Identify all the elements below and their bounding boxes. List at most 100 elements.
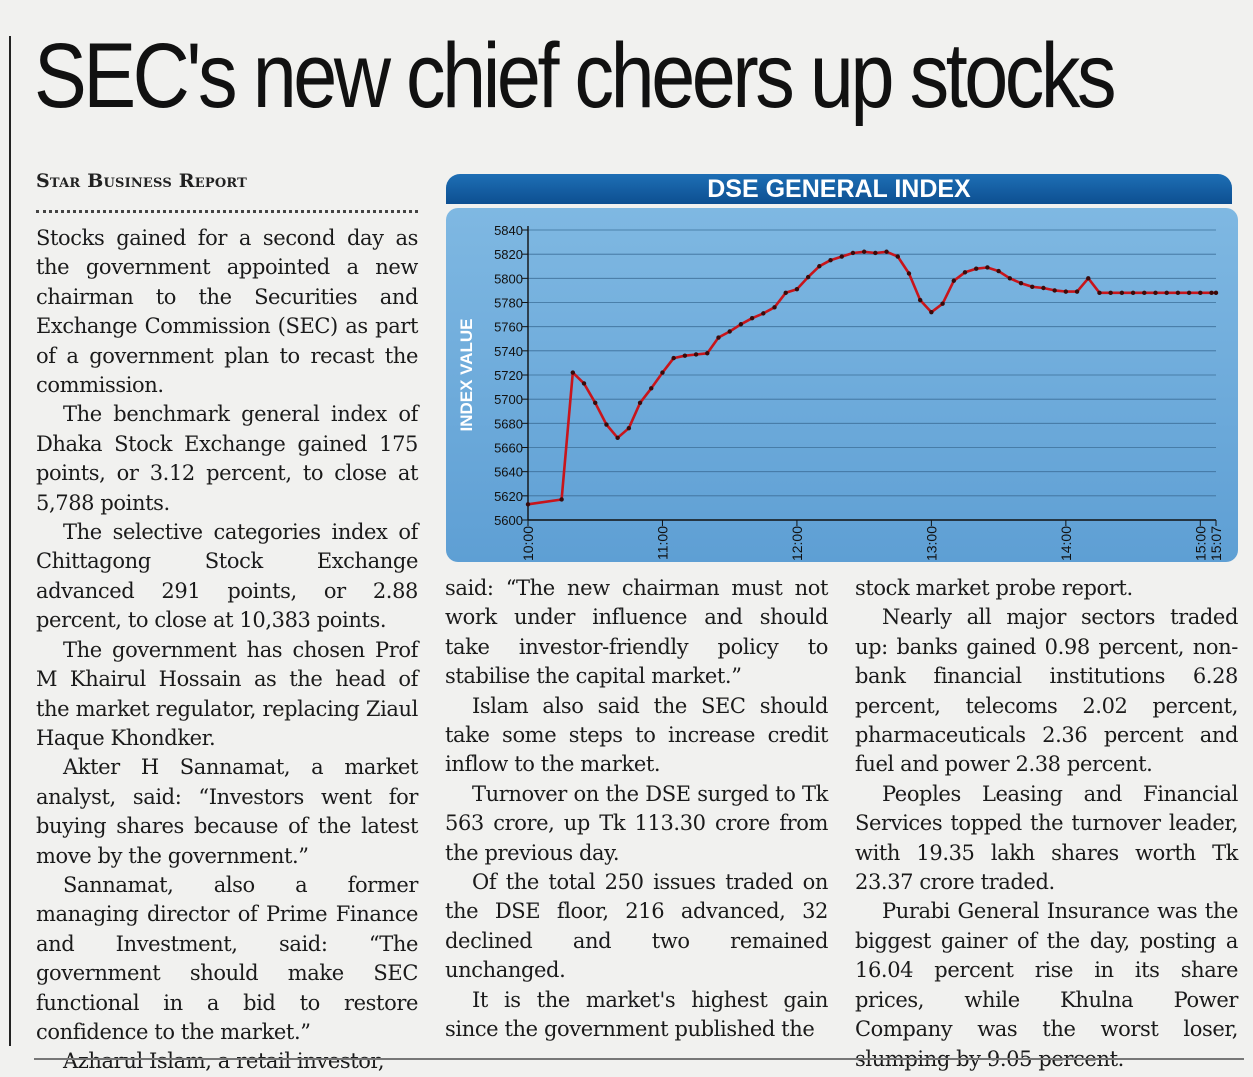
data-point [895, 254, 900, 259]
data-point [626, 425, 632, 431]
data-point [794, 287, 800, 292]
data-point [649, 386, 654, 391]
paragraph: The selective categories index of Chitta… [36, 520, 418, 633]
y-tick-label: 5600 [494, 513, 523, 528]
series-line [527, 250, 1216, 506]
y-tick-label: 5700 [494, 392, 523, 407]
byline-dotted-rule [36, 210, 418, 213]
paragraph: Peoples Leasing and Financial Services t… [855, 781, 1238, 895]
article-column-1: Stocks gained for a second day as the go… [36, 224, 418, 1077]
y-tick-label: 5740 [494, 344, 523, 359]
x-tick-label: 10:00 [520, 526, 536, 561]
data-point [671, 355, 676, 361]
data-point [974, 266, 979, 271]
data-point [1052, 288, 1057, 293]
data-point [1186, 290, 1192, 296]
data-point [1074, 289, 1080, 294]
data-point [996, 268, 1001, 274]
paragraph: stock market probe report. [855, 576, 1133, 600]
headline: SEC's new chief cheers up stocks [34, 25, 1117, 127]
data-point [593, 400, 598, 405]
y-tick-label: 5800 [494, 271, 523, 286]
x-tick-label: 11:00 [654, 526, 670, 560]
data-point [1213, 290, 1219, 296]
article-column-2: said: “The new chairman must not work un… [445, 574, 828, 1045]
data-point [637, 400, 643, 405]
data-point [884, 249, 889, 254]
data-point [1153, 290, 1158, 296]
paragraph: Nearly all major sectors traded up: bank… [855, 605, 1238, 777]
data-point [682, 353, 688, 358]
y-tick-label: 5840 [494, 223, 523, 238]
data-point [559, 497, 564, 502]
y-tick-label: 5720 [494, 368, 523, 383]
data-point [581, 381, 587, 386]
data-point [738, 322, 744, 327]
data-point [861, 249, 867, 254]
data-point [570, 370, 576, 375]
paragraph: Sannamat, also a former managing directo… [36, 872, 418, 1044]
data-point [772, 305, 777, 310]
chart-title: DSE GENERAL INDEX [446, 174, 1232, 204]
data-point [1063, 289, 1069, 294]
data-point [929, 309, 934, 315]
x-tick-label: 14:00 [1058, 526, 1074, 561]
data-point [660, 370, 665, 375]
paragraph: Akter H Sannamat, a market analyst, said… [36, 755, 418, 868]
bottom-rule [34, 1058, 1244, 1060]
paragraph: Turnover on the DSE surged to Tk 563 cro… [445, 781, 828, 865]
data-point [1041, 285, 1046, 291]
data-point [1130, 290, 1136, 296]
data-point [1209, 290, 1214, 296]
data-point [525, 502, 531, 507]
left-column-rule [9, 36, 11, 1046]
data-point [783, 290, 788, 296]
data-point [1175, 290, 1181, 296]
paragraph: It is the market's highest gain since th… [445, 987, 828, 1042]
data-point [1164, 290, 1169, 296]
data-point [1097, 290, 1102, 296]
data-point [828, 258, 833, 263]
data-point [962, 270, 968, 275]
x-tick-label: 15:07 [1208, 526, 1224, 561]
paragraph: Azharul Islam, a retail investor, [63, 1049, 385, 1074]
paragraph: Of the total 250 issues traded on the DS… [445, 870, 828, 983]
data-point [850, 250, 856, 256]
data-point [1142, 290, 1147, 296]
y-tick-label: 5820 [494, 247, 523, 262]
data-point [1007, 276, 1013, 281]
data-point [705, 351, 710, 356]
y-tick-label: 5760 [494, 320, 523, 335]
data-point [1198, 290, 1203, 296]
article-column-3: stock market probe report. Nearly all ma… [855, 574, 1238, 1074]
data-point [604, 422, 609, 427]
data-point [917, 297, 923, 303]
data-point [940, 301, 945, 306]
y-axis-title: INDEX VALUE [457, 318, 476, 431]
data-point [1108, 290, 1113, 296]
y-tick-label: 5660 [494, 441, 523, 456]
paragraph: Purabi General Insurance was the biggest… [855, 899, 1238, 1071]
dse-index-chart: 5600 5620 5640 5660 5680 5700 5720 5740 5760 5780… [457, 223, 1224, 561]
y-tick-label: 5620 [494, 489, 523, 504]
data-point [1018, 280, 1024, 286]
data-point [817, 264, 822, 269]
data-point [951, 278, 956, 283]
data-point [985, 265, 990, 270]
paragraph: said: “The new chairman must not work un… [445, 576, 828, 689]
data-point [727, 329, 732, 334]
y-tick-label: 5780 [494, 296, 523, 311]
paragraph: The benchmark general index of Dhaka Sto… [36, 402, 418, 515]
data-point [839, 254, 844, 259]
data-point [1119, 290, 1125, 296]
data-point [906, 271, 912, 276]
paragraph: The government has chosen Prof M Khairul… [36, 637, 418, 750]
x-tick-label: 13:00 [923, 526, 939, 561]
chart-panel [446, 208, 1238, 562]
data-point [1030, 284, 1035, 289]
x-tick-label: 15:00 [1192, 526, 1208, 561]
data-point [693, 352, 699, 357]
data-point [749, 316, 755, 321]
byline: Star Business Report [36, 170, 247, 192]
y-tick-label: 5680 [494, 416, 523, 431]
